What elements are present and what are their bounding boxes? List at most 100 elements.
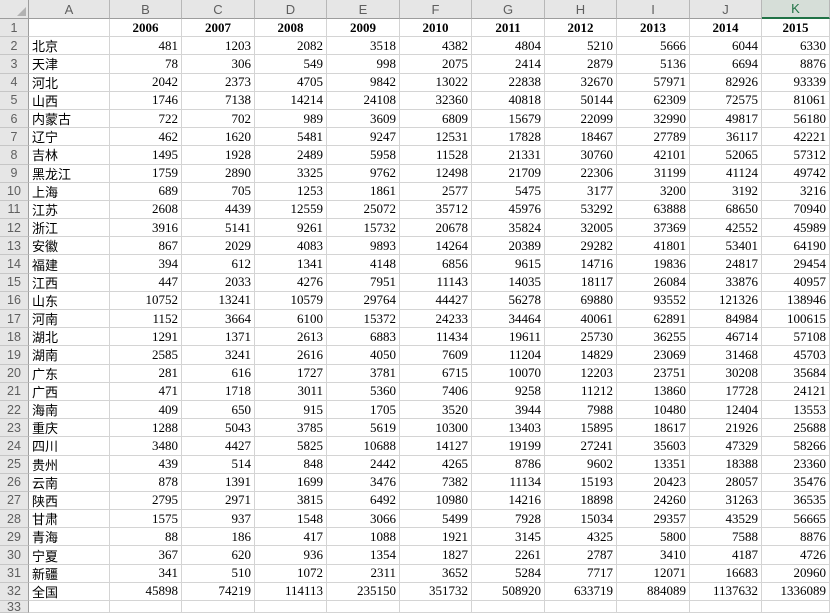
cell-value[interactable]: 4439	[182, 200, 255, 220]
cell-value[interactable]: 25730	[545, 328, 617, 347]
cell-value[interactable]: 26084	[617, 273, 690, 292]
cell-value[interactable]: 3815	[255, 491, 327, 511]
cell-value[interactable]: 1288	[110, 419, 182, 438]
cell-province-23[interactable]: 重庆	[29, 419, 110, 438]
cell-value[interactable]: 12071	[617, 564, 690, 583]
cell-province-22[interactable]: 海南	[29, 400, 110, 420]
row-header-7[interactable]: 7	[0, 128, 29, 147]
cell-value[interactable]: 4187	[690, 546, 762, 565]
cell-value[interactable]: 3944	[472, 400, 545, 420]
cell-value[interactable]: 6883	[327, 328, 400, 347]
cell-province-7[interactable]: 辽宁	[29, 128, 110, 147]
cell-value[interactable]: 1699	[255, 473, 327, 492]
row-header-25[interactable]: 25	[0, 455, 29, 474]
cell-value[interactable]: 2489	[255, 146, 327, 165]
cell-value[interactable]: 998	[327, 55, 400, 74]
cell-value[interactable]: 14216	[472, 491, 545, 511]
cell-value[interactable]: 49742	[762, 164, 830, 183]
cell-value[interactable]: 20960	[762, 564, 830, 583]
cell-value[interactable]: 35476	[762, 473, 830, 492]
cell-province-11[interactable]: 江苏	[29, 200, 110, 220]
cell-year-2010[interactable]: 2010	[400, 19, 472, 38]
row-header-16[interactable]: 16	[0, 291, 29, 310]
cell-value[interactable]: 915	[255, 400, 327, 420]
row-header-18[interactable]: 18	[0, 328, 29, 347]
cell-value[interactable]: 17828	[472, 128, 545, 147]
cell-value[interactable]: 462	[110, 128, 182, 147]
cell-value[interactable]: 937	[182, 510, 255, 529]
cell-value[interactable]: 40818	[472, 91, 545, 110]
cell-value[interactable]: 1759	[110, 164, 182, 183]
cell-value[interactable]: 100615	[762, 310, 830, 329]
row-header-12[interactable]: 12	[0, 219, 29, 238]
cell-value[interactable]: 5958	[327, 146, 400, 165]
cell-value[interactable]: 29764	[327, 291, 400, 310]
cell-value[interactable]: 9842	[327, 73, 400, 92]
cell-value[interactable]: 848	[255, 455, 327, 474]
row-header-21[interactable]: 21	[0, 382, 29, 401]
cell-value[interactable]: 14264	[400, 237, 472, 256]
cell-value[interactable]: 481	[110, 37, 182, 56]
cell-value[interactable]: 13553	[762, 400, 830, 420]
cell-value[interactable]: 6809	[400, 109, 472, 129]
cell-value[interactable]: 62891	[617, 310, 690, 329]
cell-value[interactable]: 81061	[762, 91, 830, 110]
cell-province-25[interactable]: 贵州	[29, 455, 110, 474]
cell-value[interactable]: 42101	[617, 146, 690, 165]
cell-value[interactable]: 341	[110, 564, 182, 583]
cell-value[interactable]: 549	[255, 55, 327, 74]
cell-value[interactable]: 2442	[327, 455, 400, 474]
cell-value[interactable]: 2787	[545, 546, 617, 565]
row-header-32[interactable]: 32	[0, 582, 29, 601]
cell-value[interactable]: 45898	[110, 582, 182, 601]
cell-value[interactable]: 4276	[255, 273, 327, 292]
cell-value[interactable]: 14127	[400, 437, 472, 456]
cell-value[interactable]: 25072	[327, 200, 400, 220]
cell-value[interactable]: 24817	[690, 255, 762, 274]
cell-province-31[interactable]: 新疆	[29, 564, 110, 583]
cell-value[interactable]: 72575	[690, 91, 762, 110]
row-header-27[interactable]: 27	[0, 491, 29, 511]
cell-value[interactable]: 1336089	[762, 582, 830, 601]
cell-value[interactable]: 6856	[400, 255, 472, 274]
cell-value[interactable]: 68650	[690, 200, 762, 220]
row-header-31[interactable]: 31	[0, 564, 29, 583]
cell-value[interactable]: 114113	[255, 582, 327, 601]
cell-value[interactable]: 53401	[690, 237, 762, 256]
cell-value[interactable]: 36255	[617, 328, 690, 347]
cell-value[interactable]: 4050	[327, 346, 400, 365]
cell-value[interactable]: 3518	[327, 37, 400, 56]
cell-value[interactable]: 27241	[545, 437, 617, 456]
cell-empty[interactable]	[617, 601, 690, 613]
cell-value[interactable]: 18898	[545, 491, 617, 511]
row-header-11[interactable]: 11	[0, 200, 29, 220]
cell-value[interactable]: 57971	[617, 73, 690, 92]
cell-province-13[interactable]: 安徽	[29, 237, 110, 256]
cell-value[interactable]: 121326	[690, 291, 762, 310]
column-header-E[interactable]: E	[327, 0, 400, 19]
cell-value[interactable]: 1727	[255, 364, 327, 383]
cell-value[interactable]: 3785	[255, 419, 327, 438]
cell-value[interactable]: 1495	[110, 146, 182, 165]
cell-value[interactable]: 35824	[472, 219, 545, 238]
cell-value[interactable]: 4083	[255, 237, 327, 256]
cell-value[interactable]: 57312	[762, 146, 830, 165]
cell-empty[interactable]	[472, 601, 545, 613]
cell-value[interactable]: 3664	[182, 310, 255, 329]
cell-value[interactable]: 14214	[255, 91, 327, 110]
cell-value[interactable]: 32670	[545, 73, 617, 92]
cell-value[interactable]: 15679	[472, 109, 545, 129]
cell-value[interactable]: 32005	[545, 219, 617, 238]
cell-value[interactable]: 186	[182, 528, 255, 547]
row-header-26[interactable]: 26	[0, 473, 29, 492]
cell-value[interactable]: 23360	[762, 455, 830, 474]
cell-value[interactable]: 1921	[400, 528, 472, 547]
cell-value[interactable]: 13403	[472, 419, 545, 438]
cell-value[interactable]: 2042	[110, 73, 182, 92]
cell-value[interactable]: 9258	[472, 382, 545, 401]
cell-value[interactable]: 84984	[690, 310, 762, 329]
cell-value[interactable]: 2613	[255, 328, 327, 347]
row-header-9[interactable]: 9	[0, 164, 29, 183]
cell-value[interactable]: 138946	[762, 291, 830, 310]
cell-value[interactable]: 35603	[617, 437, 690, 456]
